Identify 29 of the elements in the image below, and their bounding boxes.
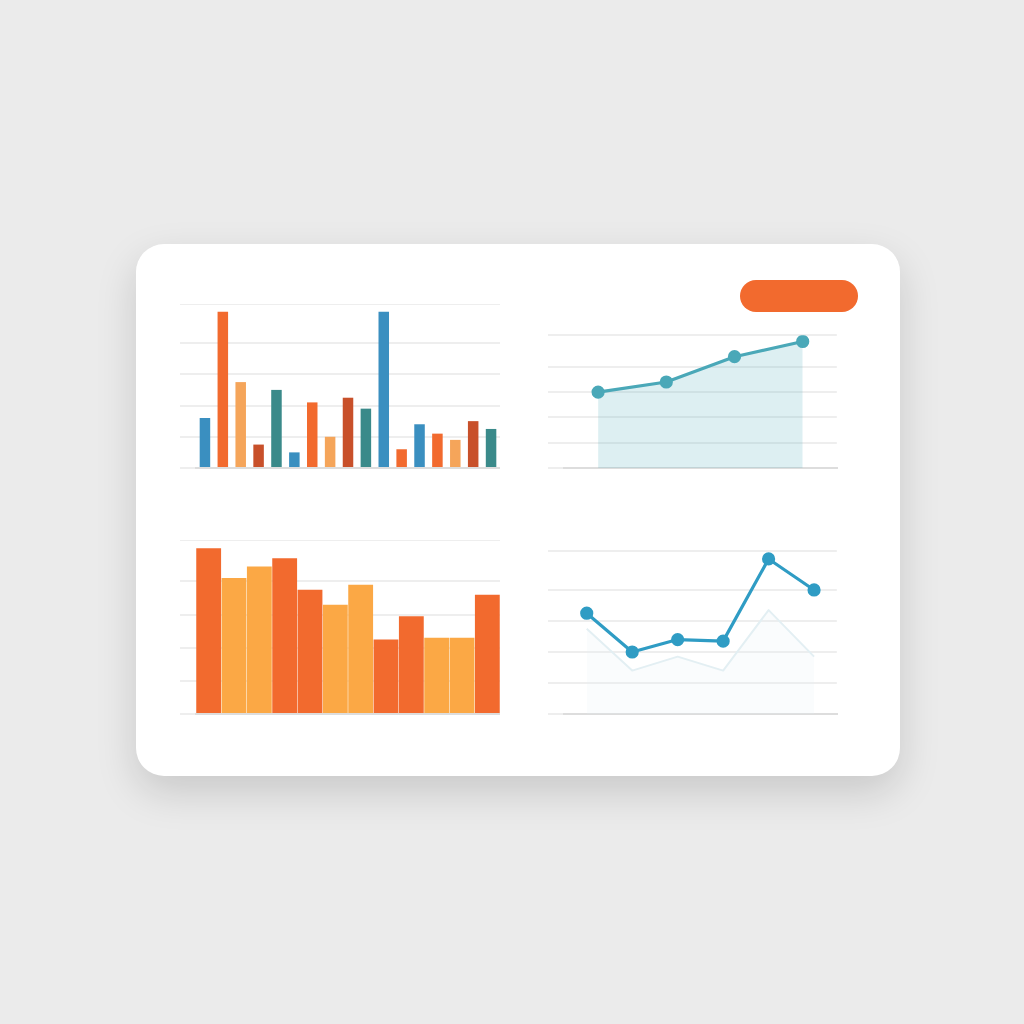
bar [306, 402, 318, 467]
point [591, 385, 605, 399]
bar [199, 418, 211, 467]
point [659, 375, 673, 389]
bar [467, 421, 479, 467]
point [762, 552, 776, 566]
bar [235, 382, 246, 467]
bar [378, 311, 390, 467]
bar [289, 452, 300, 467]
bar [342, 397, 354, 467]
bar [196, 548, 222, 713]
bar [324, 436, 336, 467]
bar [253, 444, 264, 467]
bar [360, 408, 372, 467]
bar [217, 311, 229, 467]
point [796, 335, 810, 349]
bar [474, 594, 500, 713]
bar [485, 428, 497, 467]
bar [432, 433, 443, 467]
bar [450, 439, 461, 467]
point [625, 645, 639, 659]
point [671, 632, 685, 647]
point [716, 634, 730, 648]
point [580, 606, 594, 620]
bar [414, 424, 425, 467]
bar [396, 449, 407, 467]
point [807, 583, 821, 597]
bar [271, 389, 282, 467]
point [727, 350, 742, 364]
